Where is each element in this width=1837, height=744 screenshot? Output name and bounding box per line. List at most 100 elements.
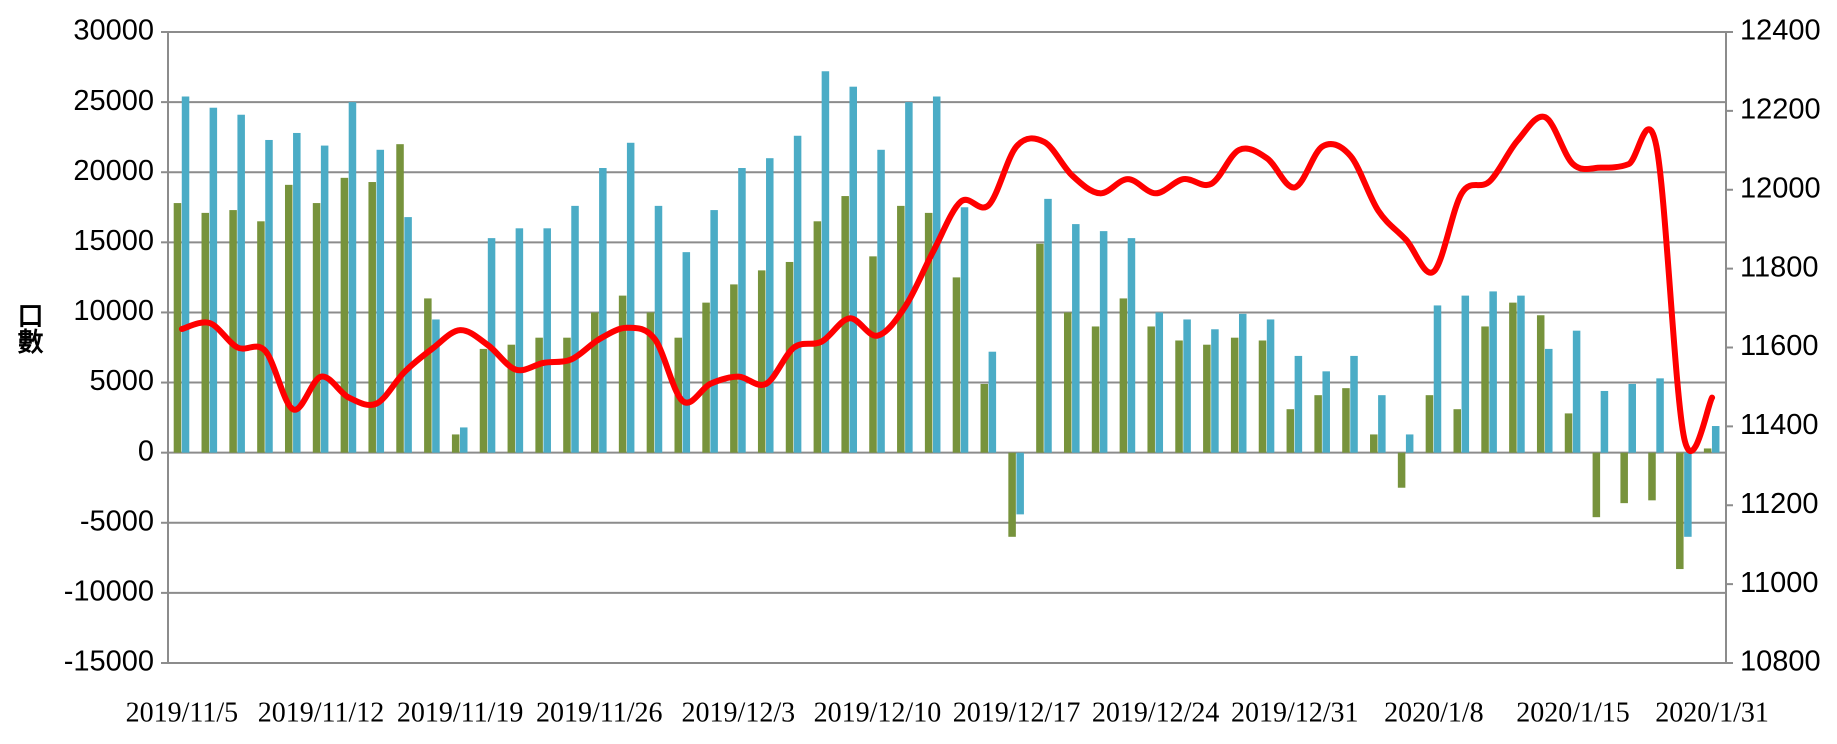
bar — [1322, 371, 1330, 453]
bar — [1425, 395, 1434, 453]
bar — [1258, 340, 1267, 453]
bar — [237, 114, 245, 453]
bar — [1461, 295, 1470, 453]
bar — [563, 337, 571, 453]
x-tick-label: 2019/12/31 — [1231, 697, 1359, 728]
bar — [1481, 326, 1489, 453]
bar — [1036, 243, 1044, 453]
bar — [293, 132, 301, 453]
bar — [479, 348, 488, 453]
bar — [1314, 395, 1322, 453]
bar — [1175, 340, 1183, 453]
y2-tick-label: 11800 — [1740, 251, 1819, 283]
bar — [1433, 305, 1442, 453]
bar — [201, 212, 210, 453]
y2-tick-label: 10800 — [1740, 646, 1821, 678]
bar — [209, 107, 218, 453]
bar — [404, 217, 412, 453]
bar — [1370, 434, 1378, 453]
bar — [1099, 231, 1108, 453]
bar — [738, 168, 746, 453]
bar — [1286, 409, 1295, 453]
y-tick-label: -15000 — [64, 646, 154, 678]
y-axis-title: 口數 — [13, 302, 43, 355]
bar — [877, 149, 885, 453]
bar — [1676, 452, 1684, 570]
bar — [1564, 413, 1573, 453]
bar — [1183, 319, 1191, 453]
y-tick-label: 0 — [138, 435, 154, 467]
bar — [960, 207, 969, 453]
x-tick-label: 2019/12/24 — [1092, 697, 1220, 728]
bar — [1620, 452, 1628, 504]
bar — [459, 427, 468, 453]
y-tick-label: 15000 — [73, 225, 154, 257]
bar — [1489, 291, 1497, 453]
bar — [646, 312, 655, 453]
bar — [980, 383, 989, 453]
bar — [710, 210, 718, 453]
bar — [785, 261, 794, 453]
bar — [766, 158, 774, 453]
bar — [988, 351, 997, 453]
bar — [535, 337, 543, 453]
bar — [1517, 295, 1525, 453]
bar — [1072, 224, 1080, 453]
bar — [793, 135, 802, 453]
bar — [181, 96, 190, 453]
bar — [626, 142, 635, 453]
bar — [1155, 312, 1164, 453]
bar — [1294, 355, 1303, 453]
x-tick-label: 2019/12/17 — [953, 697, 1081, 728]
x-tick-label: 2019/11/12 — [258, 697, 385, 728]
y2-tick-label: 11000 — [1740, 567, 1819, 599]
bar — [1063, 312, 1072, 453]
bar — [376, 149, 385, 453]
bar — [1648, 452, 1656, 501]
bar — [1350, 355, 1358, 453]
bar — [1008, 452, 1016, 537]
bar — [1509, 302, 1517, 453]
bar — [849, 86, 857, 453]
bar — [571, 205, 579, 453]
bar — [1342, 388, 1350, 453]
bar — [1703, 448, 1712, 453]
bar — [515, 228, 524, 453]
y2-tick-label: 12000 — [1740, 172, 1821, 204]
bar — [1684, 452, 1692, 537]
bar — [757, 270, 766, 453]
line — [178, 113, 1716, 454]
bar — [1711, 426, 1720, 453]
x-tick-label: 2020/1/31 — [1655, 697, 1769, 728]
x-tick-label: 2020/1/8 — [1384, 697, 1484, 728]
bar — [257, 221, 265, 453]
bar — [591, 312, 599, 453]
bar — [1119, 298, 1128, 453]
bar — [348, 102, 357, 453]
x-tick-label: 2019/11/5 — [126, 697, 239, 728]
bar — [1600, 390, 1609, 453]
y-tick-label: -5000 — [80, 505, 154, 537]
bar — [1405, 434, 1414, 453]
y2-tick-label: 12200 — [1740, 94, 1821, 126]
bar — [265, 139, 273, 453]
bar — [340, 177, 349, 453]
y-tick-label: 25000 — [73, 85, 154, 117]
y-tick-label: 30000 — [73, 15, 154, 47]
bar — [730, 284, 738, 453]
y2-tick-label: 11200 — [1740, 488, 1819, 520]
bar — [1203, 344, 1211, 453]
y-tick-label: 20000 — [73, 155, 154, 187]
bar — [424, 298, 432, 453]
bar — [1211, 329, 1219, 453]
bar — [173, 203, 182, 453]
bar — [821, 71, 830, 453]
bar — [599, 168, 607, 453]
y2-tick-label: 12400 — [1740, 15, 1821, 47]
bar — [1230, 337, 1239, 453]
bar — [229, 210, 237, 453]
y-tick-label: 10000 — [73, 295, 154, 327]
bar — [654, 205, 663, 453]
bar — [1147, 326, 1155, 453]
